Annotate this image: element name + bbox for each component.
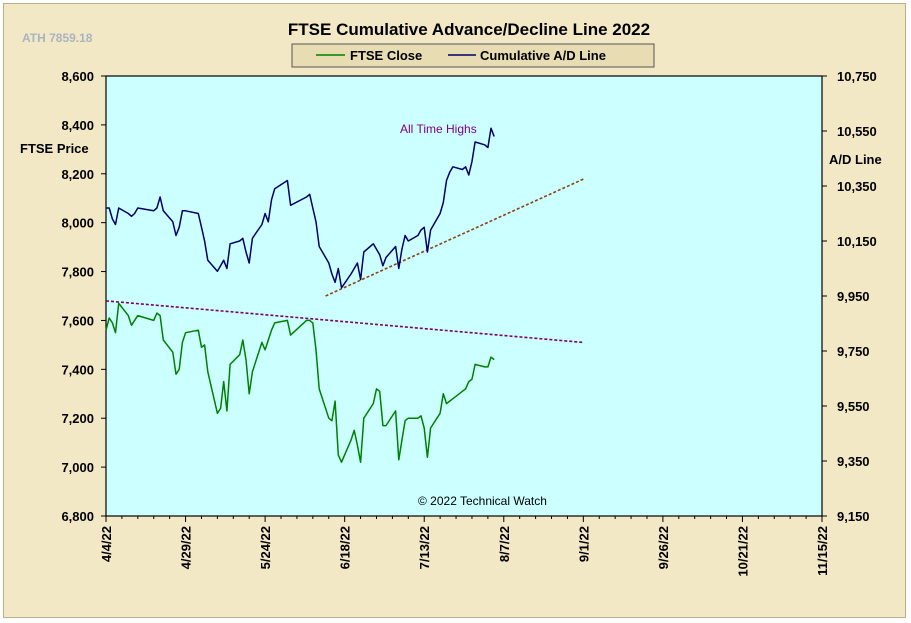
left-tick-label: 7,800: [61, 265, 94, 280]
right-tick-label: 9,350: [837, 454, 870, 469]
chart-title: FTSE Cumulative Advance/Decline Line 202…: [288, 20, 650, 39]
x-tick-label: 4/29/22: [179, 526, 194, 569]
right-tick-label: 9,950: [837, 289, 870, 304]
left-tick-label: 7,200: [61, 411, 94, 426]
copyright-note: © 2022 Technical Watch: [418, 494, 547, 508]
left-tick-label: 7,600: [61, 313, 94, 328]
ftse-close-line: [105, 302, 495, 463]
x-tick-label: 5/24/22: [258, 526, 273, 569]
right-tick-label: 9,150: [837, 509, 870, 524]
left-tick-label: 8,400: [61, 118, 94, 133]
x-tick-label: 4/4/22: [99, 526, 114, 562]
right-axis-label: A/D Line: [829, 152, 882, 167]
annotation-all-time-highs: All Time Highs: [400, 122, 477, 136]
x-tick-label: 6/18/22: [338, 526, 353, 569]
x-tick-label: 11/15/22: [815, 526, 830, 576]
left-axis-ticks: 8,600 8,400 8,200 8,000 7,800 7,600 7,400 7,200…: [61, 69, 106, 524]
right-axis-ticks: 10,750 10,550 10,350 10,150 9,950 9,750 9,550 9…: [822, 69, 877, 524]
right-tick-label: 10,750: [837, 69, 877, 84]
plot-area: [105, 75, 823, 517]
ad-trendline: [325, 178, 584, 297]
right-tick-label: 9,750: [837, 344, 870, 359]
x-tick-label: 10/21/22: [735, 526, 750, 577]
x-tick-label: 9/26/22: [656, 526, 671, 569]
legend-label-ftse-close: FTSE Close: [350, 48, 422, 63]
right-tick-label: 10,350: [837, 179, 877, 194]
x-tick-label: 9/1/22: [576, 526, 591, 562]
x-tick-label: 8/7/22: [497, 526, 512, 562]
x-axis-ticks: 4/4/22 4/29/22 5/24/22 6/18/22 7/13/22 8/7/22…: [99, 516, 830, 577]
ad-line: [106, 127, 495, 289]
left-tick-label: 7,400: [61, 362, 94, 377]
left-tick-label: 8,000: [61, 216, 94, 231]
right-tick-label: 10,550: [837, 124, 877, 139]
legend: FTSE Close Cumulative A/D Line: [291, 43, 655, 68]
right-tick-label: 9,550: [837, 399, 870, 414]
left-tick-label: 8,200: [61, 167, 94, 182]
right-tick-label: 10,150: [837, 234, 877, 249]
left-axis-label: FTSE Price: [20, 141, 89, 156]
ath-label: ATH 7859.18: [22, 31, 93, 45]
series-layer: [105, 127, 495, 463]
left-tick-label: 8,600: [61, 69, 94, 84]
left-tick-label: 6,800: [61, 509, 94, 524]
trendlines: [105, 178, 584, 344]
x-tick-label: 7/13/22: [417, 526, 432, 569]
legend-label-ad-line: Cumulative A/D Line: [480, 48, 606, 63]
left-tick-label: 7,000: [61, 460, 94, 475]
